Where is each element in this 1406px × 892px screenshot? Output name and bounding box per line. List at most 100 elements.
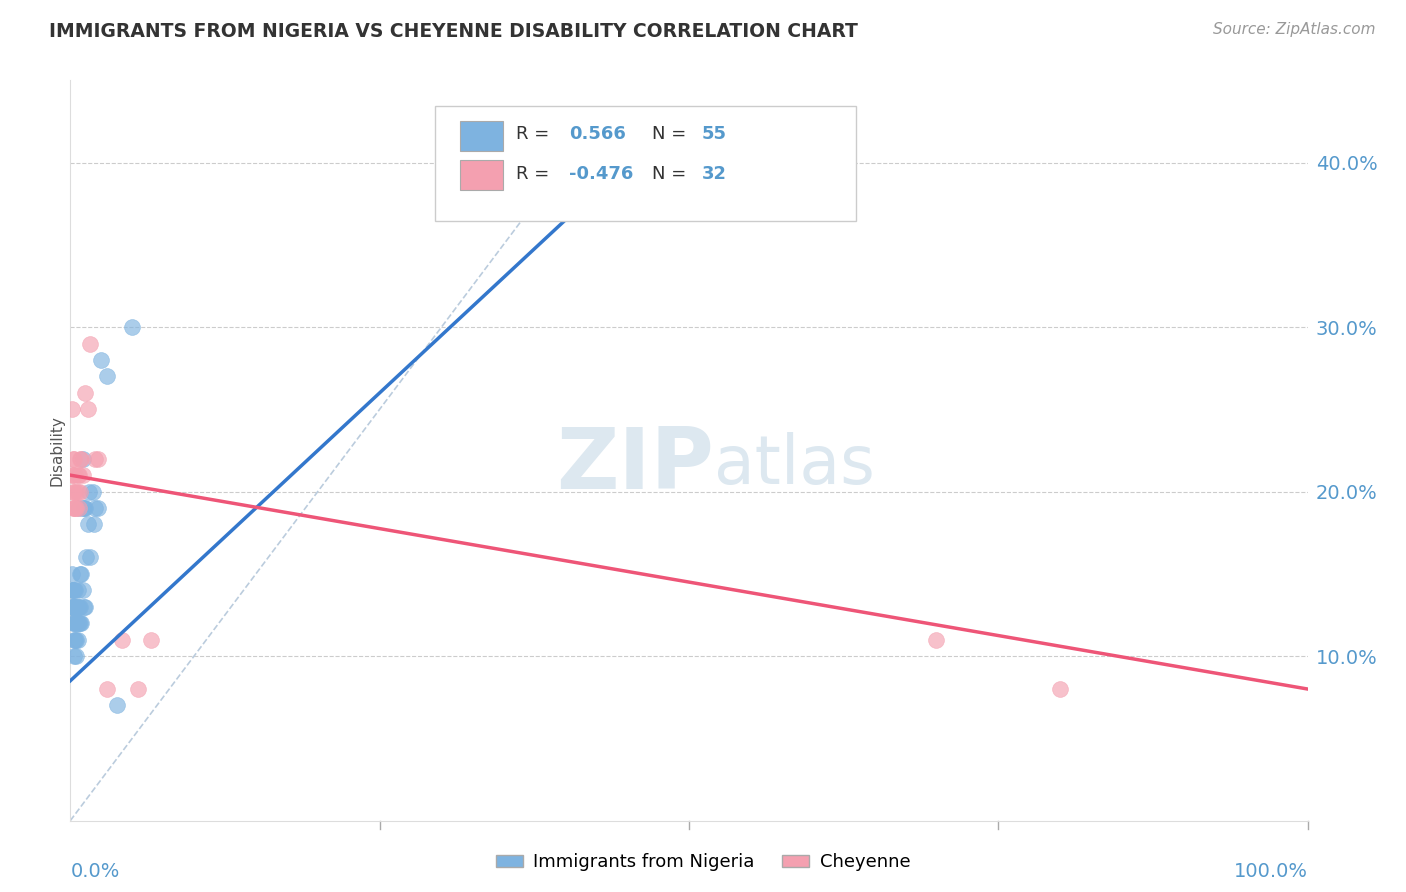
Point <box>75 550 97 565</box>
FancyBboxPatch shape <box>436 106 856 221</box>
Point <box>62 616 84 631</box>
Point <box>60 566 83 581</box>
Point <box>63 599 86 614</box>
Point <box>70 451 93 466</box>
Point <box>75 599 97 614</box>
Bar <box>460 121 503 151</box>
Point <box>96 369 118 384</box>
Text: 0.0%: 0.0% <box>70 862 120 880</box>
Point <box>70 616 93 631</box>
Point <box>73 501 96 516</box>
Point <box>127 681 149 696</box>
Point <box>72 451 94 466</box>
Point <box>72 501 94 516</box>
Point <box>66 468 89 483</box>
Point <box>1049 681 1071 696</box>
Point <box>62 484 84 499</box>
Point <box>79 550 101 565</box>
Text: IMMIGRANTS FROM NIGERIA VS CHEYENNE DISABILITY CORRELATION CHART: IMMIGRANTS FROM NIGERIA VS CHEYENNE DISA… <box>49 22 858 41</box>
Y-axis label: Disability: Disability <box>49 415 65 486</box>
Point <box>65 599 87 614</box>
Text: -0.476: -0.476 <box>569 164 633 183</box>
Point <box>63 649 86 664</box>
Point <box>66 599 89 614</box>
Point <box>67 468 90 483</box>
Point <box>63 583 86 598</box>
Point <box>75 385 97 400</box>
Point <box>65 501 87 516</box>
Bar <box>460 161 503 190</box>
Point <box>63 616 86 631</box>
Point <box>69 484 91 499</box>
Point <box>62 468 84 483</box>
Point <box>90 353 112 368</box>
Point <box>66 583 89 598</box>
Point <box>75 501 97 516</box>
Point <box>65 616 87 631</box>
Point <box>65 649 87 664</box>
Point <box>60 468 83 483</box>
Point <box>65 583 87 598</box>
Point <box>72 583 94 598</box>
Point <box>62 501 84 516</box>
Point <box>111 632 134 647</box>
Legend: Immigrants from Nigeria, Cheyenne: Immigrants from Nigeria, Cheyenne <box>488 847 918 879</box>
Point <box>60 599 83 614</box>
Point <box>66 484 89 499</box>
Point <box>65 632 87 647</box>
Point <box>67 599 90 614</box>
Text: 100.0%: 100.0% <box>1233 862 1308 880</box>
Point <box>62 583 84 598</box>
Point <box>63 599 86 614</box>
Point <box>65 599 87 614</box>
Point <box>84 451 107 466</box>
Text: N =: N = <box>652 126 692 144</box>
Point <box>60 583 83 598</box>
Point <box>69 451 91 466</box>
Point <box>62 583 84 598</box>
Text: 55: 55 <box>702 126 727 144</box>
Point <box>105 698 128 713</box>
Point <box>82 484 104 499</box>
Point <box>66 632 89 647</box>
Point <box>63 501 86 516</box>
Point <box>65 616 87 631</box>
Point <box>67 501 90 516</box>
Point <box>79 336 101 351</box>
Point <box>65 501 87 516</box>
Text: 32: 32 <box>702 164 727 183</box>
Point <box>67 501 90 516</box>
Point <box>62 599 84 614</box>
Point <box>69 599 91 614</box>
Point <box>76 517 98 532</box>
Point <box>72 468 94 483</box>
Point <box>76 402 98 417</box>
Point <box>96 681 118 696</box>
Point <box>65 632 87 647</box>
Text: 0.566: 0.566 <box>569 126 626 144</box>
Point <box>139 632 162 647</box>
Point <box>69 616 91 631</box>
Text: atlas: atlas <box>714 433 875 499</box>
Text: R =: R = <box>516 164 555 183</box>
Point <box>77 484 100 499</box>
Point <box>73 599 96 614</box>
Point <box>65 468 87 483</box>
Text: R =: R = <box>516 126 555 144</box>
Point <box>69 566 91 581</box>
Point <box>62 451 84 466</box>
Point <box>63 484 86 499</box>
Text: N =: N = <box>652 164 692 183</box>
Point <box>529 155 551 169</box>
Point <box>60 402 83 417</box>
Point <box>83 517 105 532</box>
Point <box>121 320 143 334</box>
Point <box>62 599 84 614</box>
Point <box>86 501 108 516</box>
Point <box>63 632 86 647</box>
Point <box>86 451 108 466</box>
Point <box>84 501 107 516</box>
Point <box>67 616 90 631</box>
Point <box>66 616 89 631</box>
Point <box>70 566 93 581</box>
